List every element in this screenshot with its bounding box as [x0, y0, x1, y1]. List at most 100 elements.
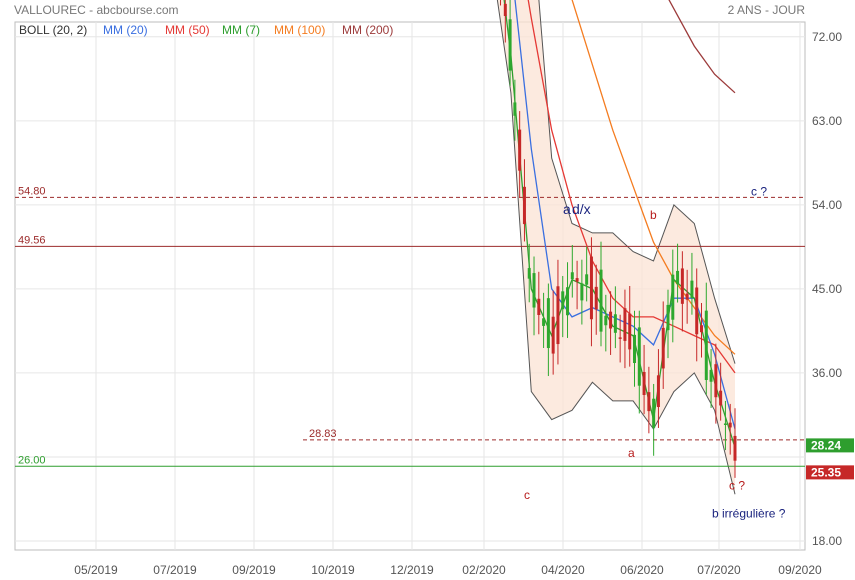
candle-body: [704, 310, 708, 380]
candle-body: [633, 334, 637, 364]
x-tick-label: 02/2020: [462, 563, 506, 577]
candle-body: [542, 318, 546, 326]
annotation-label: a: [563, 201, 571, 217]
candle-body: [575, 278, 579, 282]
price-badge-label: 28.24: [811, 438, 841, 452]
candle-body: [623, 308, 627, 341]
y-tick-label: 18.00: [812, 534, 842, 548]
candle-body: [594, 286, 598, 310]
bollinger-fill: [497, 0, 735, 495]
candle-body: [642, 371, 646, 395]
chart-source: VALLOUREC - abcbourse.com: [14, 3, 179, 17]
candle-body: [656, 375, 660, 408]
horizontal-levels: 54.80 49.56 28.83 26.00: [15, 185, 805, 467]
candle-body: [527, 268, 531, 279]
candles: [500, 0, 737, 478]
candle-body: [518, 129, 522, 171]
candle-body: [709, 369, 713, 382]
y-tick-label: 45.00: [812, 282, 842, 296]
candle-body: [585, 274, 589, 285]
y-tick-label: 63.00: [812, 114, 842, 128]
chart-period: 2 ANS - JOUR: [728, 3, 806, 17]
candle-body: [513, 102, 517, 116]
candle-body: [628, 313, 632, 350]
series-mm50: [527, 0, 736, 374]
price-badge-label: 25.35: [811, 465, 841, 479]
candle-body: [685, 293, 689, 300]
candle-body: [522, 186, 526, 225]
level-label: 54.80: [18, 185, 46, 197]
candle-body: [723, 423, 727, 425]
y-tick-label: 72.00: [812, 30, 842, 44]
candle-body: [503, 3, 507, 17]
legend: BOLL (20, 2) MM (20) MM (50) MM (7) MM (100)…: [19, 23, 393, 37]
candle-body: [604, 315, 608, 326]
candle-body: [733, 435, 737, 461]
candle-body: [537, 298, 541, 315]
candle-body: [728, 422, 732, 428]
candle-body: [589, 256, 593, 320]
candle-body: [613, 314, 617, 333]
legend-entry: MM (50): [165, 23, 210, 37]
candle-body: [561, 291, 565, 310]
x-tick-label: 07/2019: [153, 563, 197, 577]
price-badge: [806, 438, 854, 453]
candle-body: [719, 390, 723, 406]
legend-entry: MM (7): [222, 23, 260, 37]
candle-body: [508, 19, 512, 71]
legend-entry: MM (20): [103, 23, 148, 37]
candle-body: [609, 311, 613, 329]
candle-body: [599, 269, 603, 332]
x-tick-label: 09/2019: [232, 563, 276, 577]
axes: 05/2019 07/2019 09/2019 10/2019 12/2019 02/20…: [74, 30, 854, 577]
annotations: a d/x bc ?acc ?b irrégulière ?: [524, 185, 786, 521]
candle-body: [680, 268, 684, 304]
candle-body: [532, 273, 536, 308]
legend-entry: MM (100): [274, 23, 325, 37]
x-tick-label: 09/2020: [778, 563, 822, 577]
x-tick-label: 04/2020: [541, 563, 585, 577]
candle-body: [714, 364, 718, 398]
candle-body: [556, 286, 560, 345]
grid: [15, 22, 805, 550]
candle-body: [652, 398, 656, 428]
series-mm100: [571, 0, 736, 355]
candle-body: [546, 298, 550, 349]
legend-entry: BOLL (20, 2): [19, 23, 87, 37]
x-tick-label: 12/2019: [390, 563, 434, 577]
candle-body: [661, 327, 665, 369]
annotation-label: d/x: [572, 201, 591, 217]
annotation-label: c ?: [751, 185, 767, 199]
bollinger-lower: [496, 0, 736, 495]
level-label: 28.83: [309, 428, 337, 440]
x-tick-label: 10/2019: [311, 563, 355, 577]
bollinger-upper: [538, 0, 736, 364]
price-badge: [806, 465, 854, 480]
bollinger-band: [496, 0, 736, 495]
x-tick-label: 07/2020: [697, 563, 741, 577]
candle-body: [618, 337, 622, 339]
candle-body: [566, 287, 570, 316]
legend-entry: MM (200): [342, 23, 393, 37]
candle-body: [570, 272, 574, 280]
candle-body: [637, 327, 641, 386]
candle-body: [551, 316, 555, 354]
y-tick-label: 36.00: [812, 366, 842, 380]
candle-body: [690, 280, 694, 298]
annotation-label: b: [650, 208, 657, 222]
candle-body: [695, 287, 699, 335]
candle-body: [666, 304, 670, 331]
annotation-label: a: [628, 446, 635, 460]
level-label: 49.56: [18, 234, 46, 246]
candle-body: [647, 392, 651, 412]
x-tick-label: 05/2019: [74, 563, 118, 577]
candle-body: [676, 270, 680, 284]
annotation-label: c: [524, 488, 530, 502]
level-label: 26.00: [18, 454, 46, 466]
annotation-label: b irrégulière ?: [712, 507, 786, 521]
x-tick-label: 06/2020: [620, 563, 664, 577]
candle-body: [580, 283, 584, 301]
candle-body: [700, 325, 704, 333]
